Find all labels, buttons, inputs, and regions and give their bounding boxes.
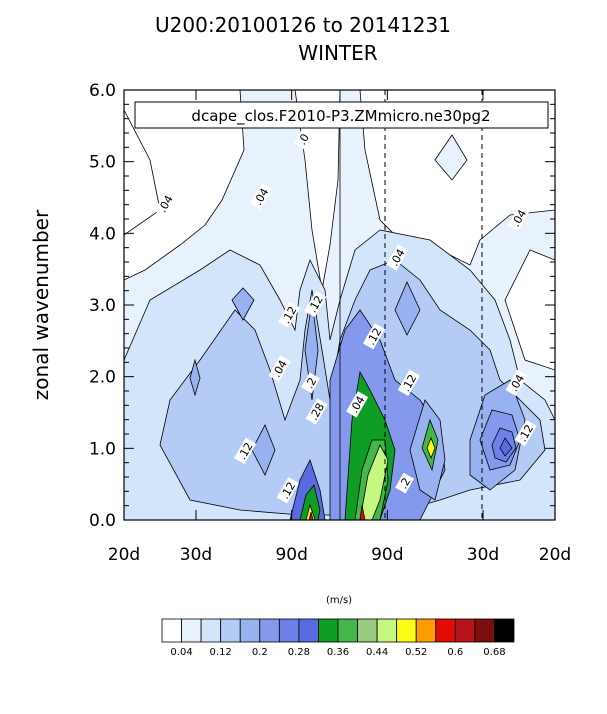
colorbar-swatch: [278, 618, 300, 643]
contour-region-lightgreen: [359, 444, 389, 520]
colorbar-tick-label: 0.52: [405, 647, 427, 658]
colorbar-tick-label: 0.6: [447, 647, 463, 658]
colorbar-units: (m/s): [326, 595, 352, 606]
y-tick-label: 1.0: [89, 439, 116, 459]
y-tick-label: 2.0: [89, 368, 116, 388]
contour-region-white: [434, 134, 468, 181]
contour-label-bg: [346, 391, 369, 418]
contour-fill: [124, 90, 555, 520]
colorbar-swatch: [474, 618, 495, 643]
contour-label-bg: [386, 244, 409, 271]
contour-region-white: [504, 249, 555, 371]
colorbar-swatch: [376, 618, 398, 643]
contour-region-052: [499, 437, 513, 457]
chart-title-line1: U200:20100126 to 20141231: [155, 13, 451, 37]
contour-region-028: [189, 358, 201, 397]
contour-labels: .04.04.0.04.04.04.04.04.12.12.12.12.12.1…: [154, 128, 537, 504]
x-tick-label: 20d: [539, 545, 571, 565]
y-axis: 0.0 1.0 2.0 3.0 4.0 5.0 6.0: [89, 81, 555, 531]
colorbar-tick-label: 0.28: [288, 647, 310, 658]
x-tick-label: 30d: [467, 545, 499, 565]
contour-region-right-peak: [426, 436, 436, 460]
contour-label-bg: [507, 204, 530, 232]
colorbar-swatch: [181, 618, 202, 643]
contour-label: .2: [395, 472, 415, 494]
contour-region-red: [359, 504, 366, 520]
y-tick-label: 6.0: [89, 81, 116, 101]
contour-label-bg: [234, 437, 257, 465]
x-axis: 20d 30d 90d 90d 30d 20d: [108, 90, 571, 565]
y-tick-label: 4.0: [89, 224, 116, 244]
contour-label-bg: [276, 477, 299, 504]
contour-label-bg: [277, 301, 301, 328]
contour-label-bg: [304, 290, 327, 318]
colorbar-swatch: [318, 618, 339, 643]
legend-box: [134, 101, 549, 129]
colorbar-tick-label: 0.36: [327, 647, 349, 658]
contour-label-bg: [154, 190, 177, 217]
contour-region-left-peak: [308, 511, 314, 520]
colorbar-swatch: [298, 618, 319, 643]
contour-region-028: [251, 424, 276, 476]
y-tick-label: 0.0: [89, 511, 116, 531]
contour-label: .0: [293, 128, 313, 150]
contour-region-white: [359, 90, 555, 266]
colorbar-tick-label: 0.04: [170, 647, 192, 658]
contour-label-bg: [305, 398, 328, 425]
contour-label-bg: [395, 472, 415, 494]
contour-label-bg: [397, 369, 420, 397]
contour-label: .2: [301, 372, 321, 394]
contour-label-bg: [293, 128, 313, 150]
colorbar-swatch: [454, 618, 476, 643]
colorbar-swatch: [200, 618, 222, 643]
chart-title-line2: WINTER: [298, 41, 377, 65]
contour-label-bg: [301, 372, 321, 394]
colorbar-swatch: [415, 618, 437, 643]
contour-region-028: [394, 281, 421, 336]
contour-label-bg: [249, 183, 273, 210]
y-tick-label: 3.0: [89, 296, 116, 316]
colorbar-tick-label: 0.12: [210, 647, 232, 658]
colorbar-swatch: [337, 618, 358, 643]
contour-label-bg: [514, 419, 537, 447]
colorbar-swatch: [220, 618, 241, 643]
x-tick-label: 20d: [108, 545, 140, 565]
x-tick-label: 90d: [371, 545, 403, 565]
colorbar-swatch: [161, 618, 182, 643]
contour-label-bg: [268, 355, 291, 382]
x-tick-label: 30d: [180, 545, 212, 565]
colorbar-swatch: [357, 618, 378, 643]
contour-label-bg: [362, 323, 386, 350]
colorbar: 0.04 0.12 0.2 0.28 0.36 0.44 0.52 0.6 0.68: [161, 618, 515, 658]
contour-region-028: [231, 287, 255, 321]
legend-label: dcape_clos.F2010-P3.ZMmicro.ne30pg2: [191, 107, 490, 126]
colorbar-swatch: [239, 618, 261, 643]
y-axis-label: zonal wavenumber: [29, 209, 53, 400]
colorbar-swatch: [494, 618, 515, 643]
colorbar-tick-label: 0.2: [252, 647, 268, 658]
colorbar-swatch: [396, 618, 417, 643]
y-tick-label: 5.0: [89, 153, 116, 173]
colorbar-tick-label: 0.44: [366, 647, 388, 658]
colorbar-swatch: [259, 618, 280, 643]
x-tick-label: 90d: [275, 545, 307, 565]
contour-label-bg: [505, 369, 528, 397]
colorbar-swatch: [435, 618, 456, 643]
colorbar-tick-label: 0.68: [483, 647, 505, 658]
contour-region-left-peak: [299, 484, 321, 520]
